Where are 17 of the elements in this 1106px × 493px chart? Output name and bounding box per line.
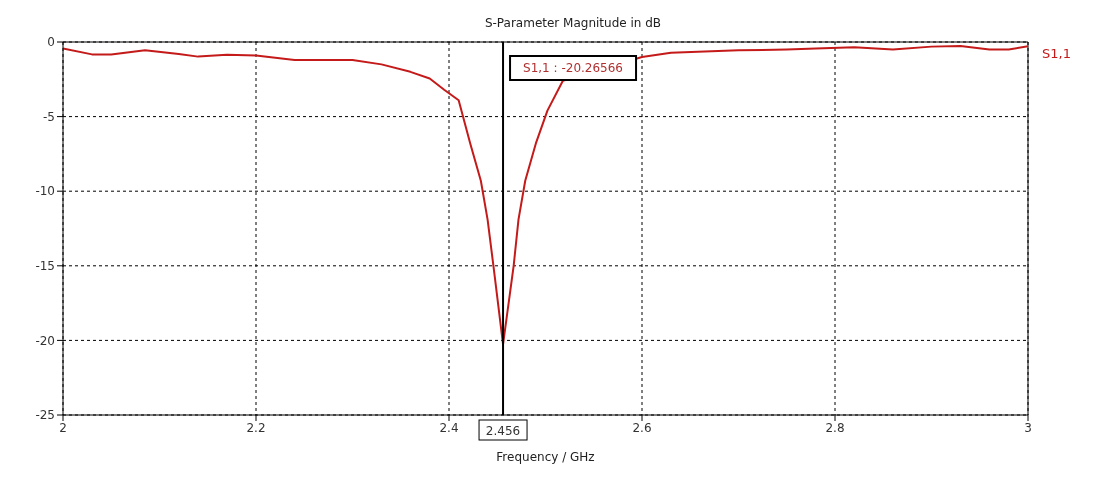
x-tick-label: 2.4	[439, 420, 459, 435]
x-tick-label: 3	[1024, 420, 1032, 435]
chart-title: S-Parameter Magnitude in dB	[483, 15, 663, 30]
y-tick-label: 0	[47, 35, 55, 50]
x-axis-title: Frequency / GHz	[496, 450, 595, 464]
y-tick-label: -20	[35, 333, 55, 348]
x-tick-label: 2	[59, 420, 67, 435]
y-tick-label: -15	[35, 259, 55, 274]
x-tick-label: 2.8	[825, 420, 845, 435]
y-tick-label: -25	[35, 408, 55, 423]
annotation: S1,1 : -20.26566	[523, 61, 624, 75]
y-tick-label: -10	[35, 184, 55, 199]
series-label: S1,1	[1042, 46, 1071, 62]
x-tick-label: 2.2	[246, 420, 266, 435]
ref-line-label: 2.456	[485, 424, 521, 438]
x-tick-label: 2.6	[632, 420, 652, 435]
y-tick-label: -5	[43, 109, 55, 124]
